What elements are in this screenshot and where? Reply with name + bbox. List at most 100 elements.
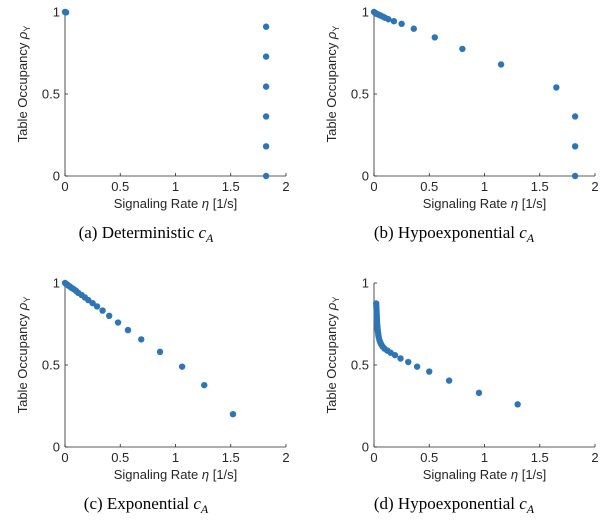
- caption-subscript: A: [205, 231, 214, 245]
- y-axis-label: Table Occupancy ρY: [15, 297, 32, 414]
- caption-symbol: c: [193, 494, 201, 513]
- y-axis-label-symbol: ρ: [324, 302, 339, 311]
- y-axis-label-text: Table Occupancy: [324, 310, 339, 413]
- x-tick-label: 1: [172, 179, 179, 194]
- y-tick-label: 1: [53, 276, 60, 291]
- data-point: [571, 172, 579, 180]
- x-axis-label-unit: [1/s]: [209, 467, 237, 482]
- y-tick-label: 1: [362, 276, 369, 291]
- panel-c: 0 0.5 1 1.5 2 0 0.5 1 Signaling Rate η [1/s] Tabl…: [15, 276, 290, 517]
- x-axis-label: Signaling Rate η [1/s]: [114, 467, 238, 482]
- x-axis-label-unit: [1/s]: [209, 196, 237, 211]
- data-point: [114, 319, 122, 326]
- data-point: [89, 299, 96, 307]
- y-tick-label: 1: [362, 5, 369, 20]
- x-tick-label: 1: [481, 450, 488, 465]
- data-point: [124, 326, 132, 334]
- caption-text: (d) Hypoexponential: [374, 494, 519, 513]
- data-point: [398, 20, 405, 28]
- x-axis-label: Signaling Rate η [1/s]: [114, 196, 238, 211]
- x-tick-label: 0: [370, 179, 377, 194]
- caption-subscript: A: [526, 231, 535, 245]
- data-point: [262, 23, 270, 30]
- data-point: [497, 61, 505, 68]
- data-point: [514, 401, 521, 408]
- data-point: [262, 143, 270, 150]
- y-tick-label: 0.5: [351, 358, 369, 373]
- data-point: [106, 312, 113, 319]
- x-axis-label-text: Signaling Rate: [114, 467, 202, 482]
- x-tick-label: 2: [282, 450, 289, 465]
- y-tick-label: 0: [362, 440, 369, 455]
- caption-text: (b) Hypoexponential: [374, 223, 519, 242]
- x-tick-label: 1.5: [531, 450, 549, 465]
- data-point: [475, 389, 483, 397]
- y-axis-label: Table Occupancy ρY: [15, 26, 32, 143]
- caption-c: (c) Exponential cA: [84, 494, 209, 516]
- x-tick-label: 0.5: [420, 450, 438, 465]
- data-point: [445, 377, 453, 384]
- data-point: [391, 351, 399, 359]
- data-point: [62, 9, 70, 16]
- data-point: [262, 113, 270, 120]
- x-tick-label: 1.5: [531, 179, 549, 194]
- panel-d: 0 0.5 1 1.5 2 0 0.5 1 Signaling Rate η [1/s] Tabl…: [324, 276, 599, 517]
- data-point: [262, 83, 270, 90]
- y-axis-label-subscript: Y: [22, 297, 32, 303]
- caption-symbol: c: [519, 223, 527, 242]
- caption-text: (c) Exponential: [84, 494, 194, 513]
- data-point: [138, 336, 145, 343]
- y-tick-label: 0.5: [42, 358, 60, 373]
- x-tick-label: 2: [591, 179, 598, 194]
- panel-b: 0 0.5 1 1.5 2 0 0.5 1 Signaling Rate η [1/s] Tabl…: [324, 5, 599, 246]
- data-point: [571, 143, 579, 150]
- data-point: [413, 363, 421, 370]
- x-axis-label-text: Signaling Rate: [114, 196, 202, 211]
- y-axis-label-text: Table Occupancy: [15, 310, 30, 413]
- x-axis-label-unit: [1/s]: [518, 467, 546, 482]
- x-axis-label: Signaling Rate η [1/s]: [423, 467, 547, 482]
- x-tick-label: 1: [481, 179, 488, 194]
- data-point: [178, 363, 186, 370]
- data-point: [426, 368, 433, 375]
- x-tick-label: 0.5: [111, 450, 129, 465]
- data-point: [410, 25, 417, 32]
- x-axis-label-symbol: η: [202, 196, 209, 211]
- y-tick-label: 1: [53, 5, 60, 20]
- data-point: [390, 17, 398, 25]
- y-tick-label: 0.5: [351, 87, 369, 102]
- y-axis-label-subscript: Y: [331, 26, 341, 32]
- y-tick-label: 0: [53, 440, 60, 455]
- panel-a: 0 0.5 1 1.5 2 0 0.5 1 Signaling Rate η [1/s] Tabl…: [15, 5, 290, 246]
- caption-d: (d) Hypoexponential cA: [374, 494, 535, 516]
- y-axis-label-symbol: ρ: [324, 31, 339, 40]
- x-axis-label-text: Signaling Rate: [423, 196, 511, 211]
- x-axis-label-symbol: η: [511, 196, 518, 211]
- x-tick-label: 1.5: [222, 179, 240, 194]
- y-axis-label-symbol: ρ: [15, 31, 30, 40]
- x-tick-label: 1: [172, 450, 179, 465]
- caption-text: (a) Deterministic: [79, 223, 199, 242]
- x-tick-label: 0: [370, 450, 377, 465]
- x-tick-label: 0: [61, 450, 68, 465]
- x-axis-label-symbol: η: [202, 467, 209, 482]
- x-tick-label: 2: [282, 179, 289, 194]
- x-axis-label-unit: [1/s]: [518, 196, 546, 211]
- data-point: [571, 113, 579, 120]
- x-axis-label: Signaling Rate η [1/s]: [423, 196, 547, 211]
- data-point: [459, 45, 466, 53]
- data-point: [553, 84, 560, 91]
- caption-subscript: A: [526, 502, 535, 516]
- y-axis-label-text: Table Occupancy: [15, 39, 30, 142]
- x-tick-label: 0.5: [111, 179, 129, 194]
- y-tick-label: 0: [53, 169, 60, 184]
- x-axis-label-text: Signaling Rate: [423, 467, 511, 482]
- x-tick-label: 0.5: [420, 179, 438, 194]
- caption-subscript: A: [200, 502, 209, 516]
- x-tick-label: 0: [61, 179, 68, 194]
- y-axis-label: Table Occupancy ρY: [324, 26, 341, 143]
- x-tick-label: 1.5: [222, 450, 240, 465]
- caption-symbol: c: [199, 223, 207, 242]
- caption-symbol: c: [519, 494, 527, 513]
